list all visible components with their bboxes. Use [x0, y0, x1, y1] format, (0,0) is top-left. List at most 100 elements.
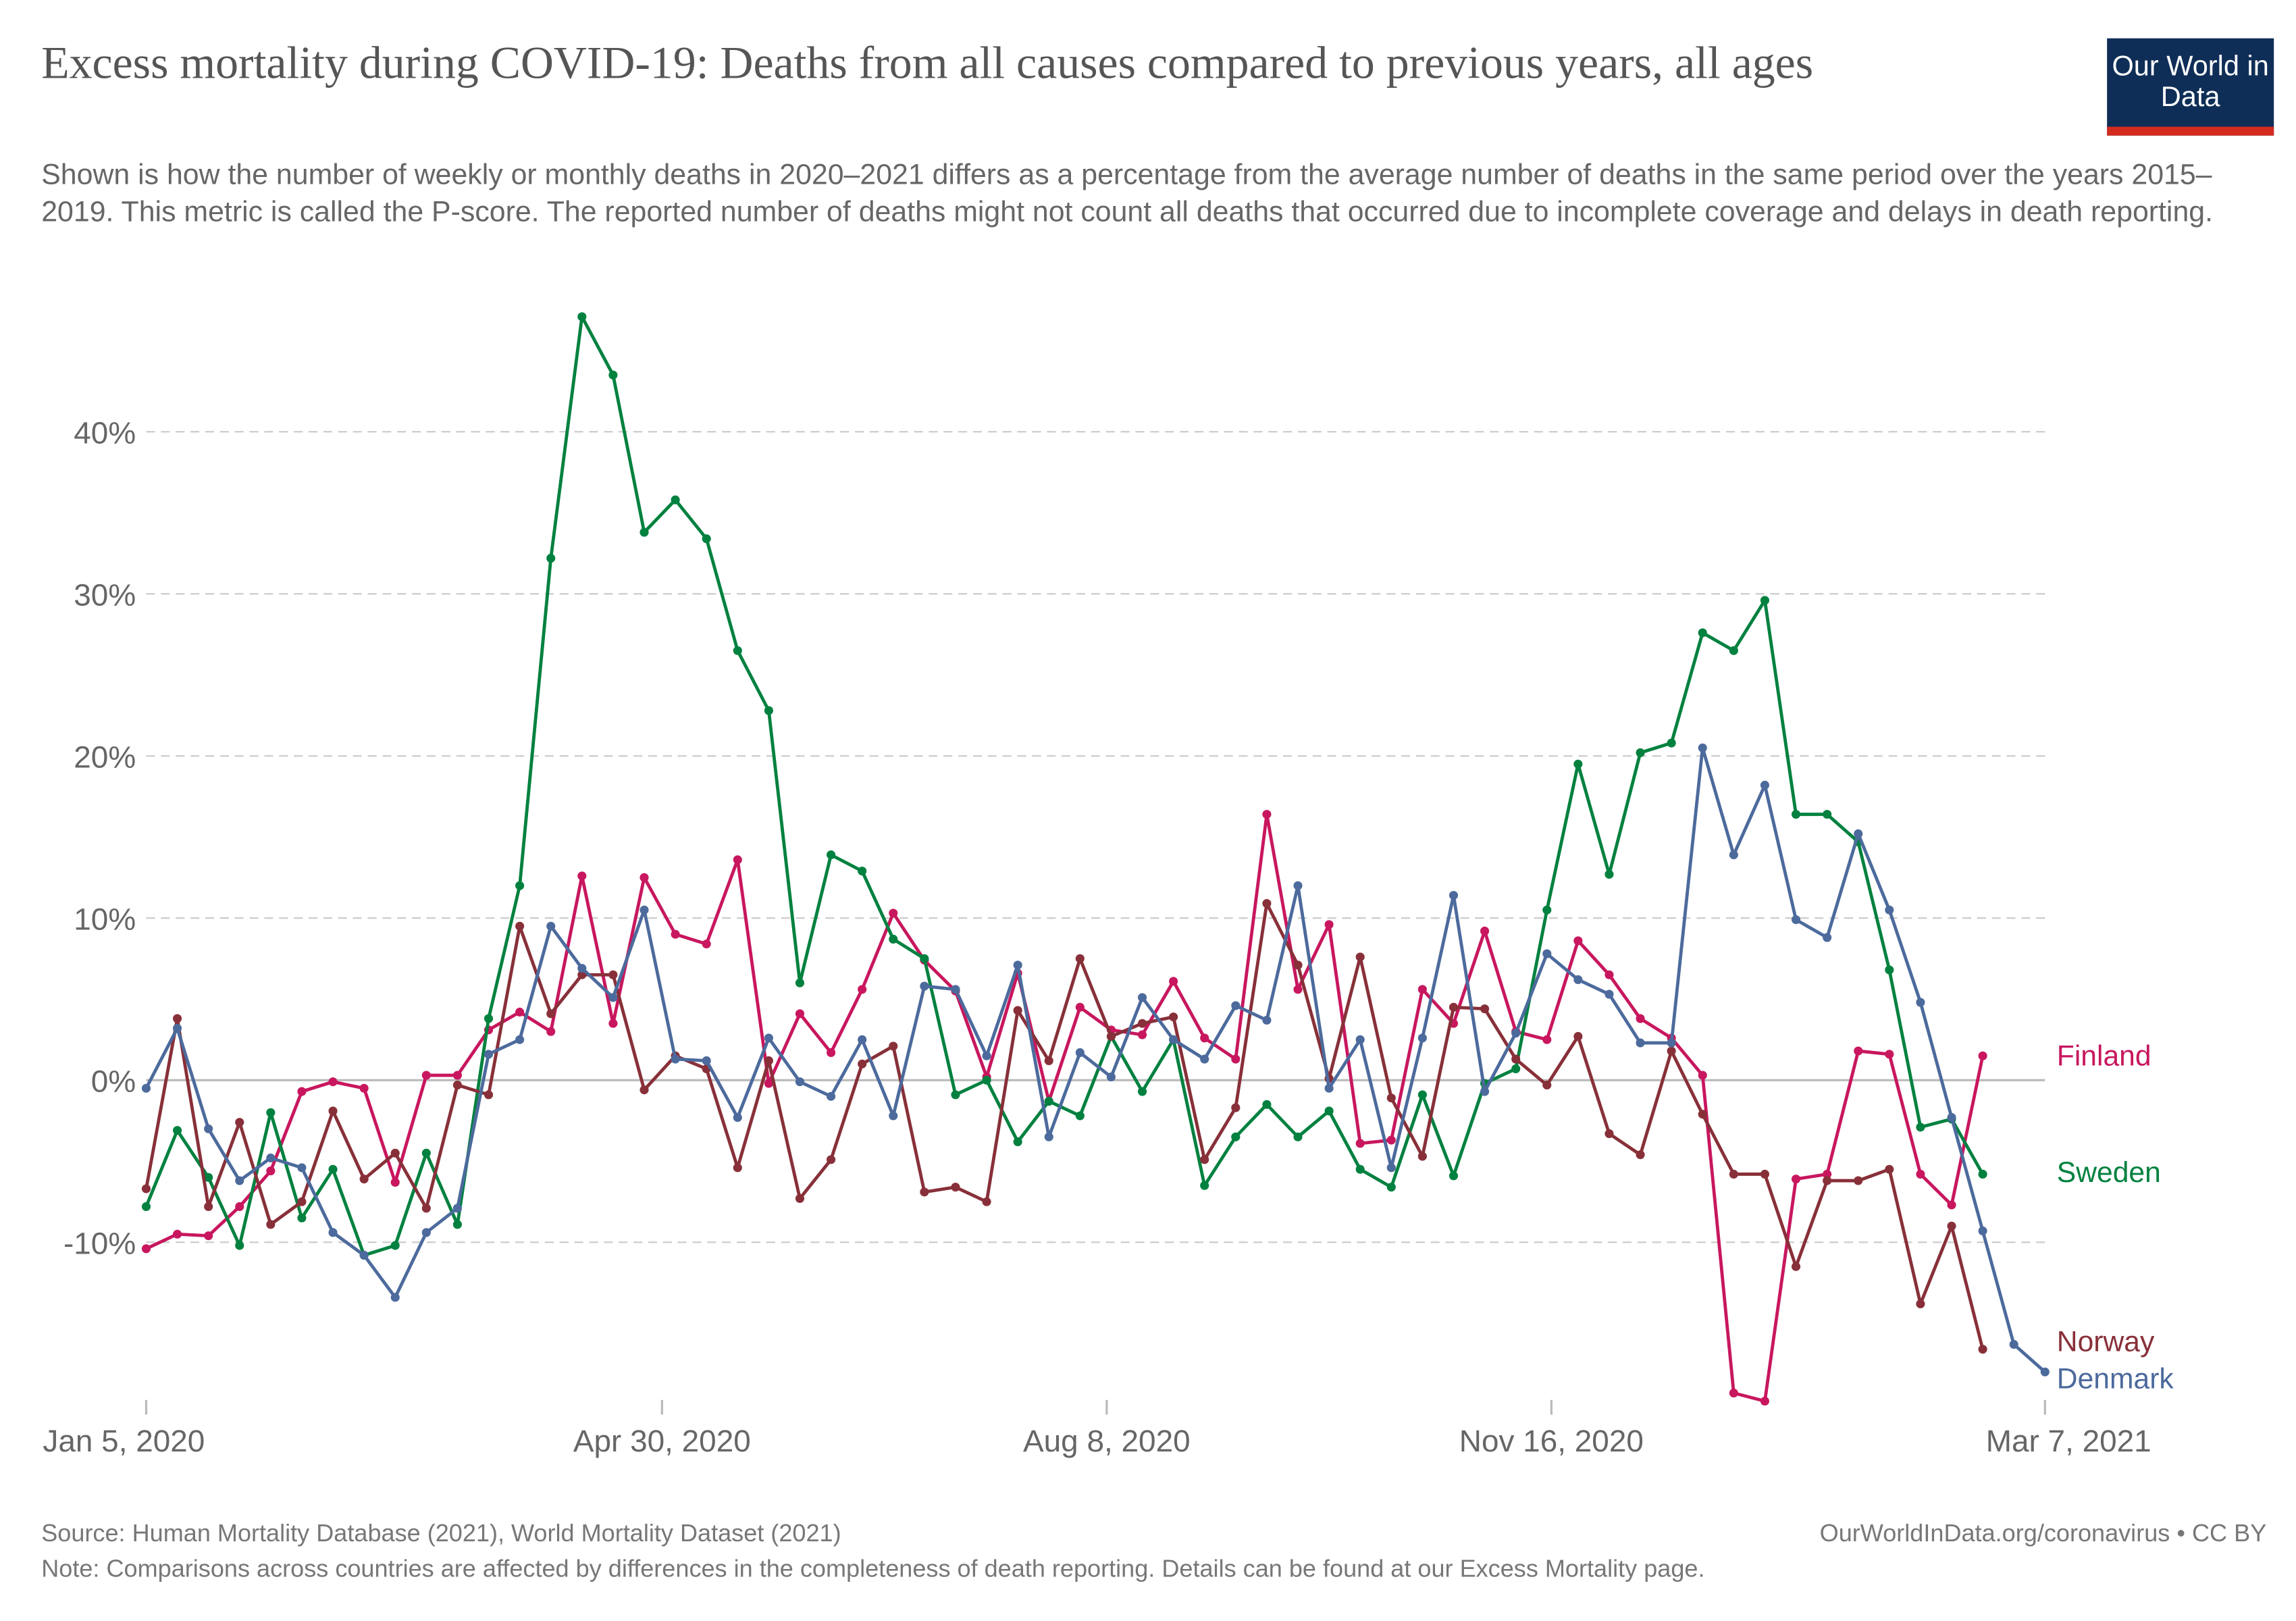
owid-logo[interactable]: Our World in Data — [2107, 38, 2274, 136]
data-point — [141, 1202, 151, 1212]
series-labels: Finland Sweden Norway Denmark — [2057, 1039, 2174, 1395]
data-point — [577, 871, 587, 881]
data-point — [1386, 1183, 1396, 1192]
data-point — [577, 964, 587, 973]
data-point — [1916, 1169, 1925, 1179]
series-denmark — [141, 743, 2050, 1376]
data-point — [1698, 1071, 1707, 1080]
x-axis-ticks: Jan 5, 2020 Apr 30, 2020 Aug 8, 2020 Nov 16… — [43, 1399, 2151, 1458]
data-point — [702, 534, 711, 544]
data-point — [452, 1071, 462, 1080]
data-point — [889, 934, 898, 944]
data-point — [858, 985, 867, 994]
data-point — [827, 1048, 836, 1058]
data-point — [577, 312, 587, 321]
data-point — [1355, 1164, 1365, 1174]
y-tick-label: 0% — [91, 1064, 136, 1099]
data-point — [1480, 1087, 1490, 1096]
series-label-norway: Norway — [2057, 1326, 2155, 1358]
series-label-finland: Finland — [2057, 1039, 2151, 1072]
data-point — [1075, 1002, 1085, 1012]
data-point — [858, 1035, 867, 1044]
data-point — [1791, 1175, 1801, 1184]
series-line — [145, 813, 1985, 1403]
data-point — [858, 1059, 867, 1069]
series-label-sweden: Sweden — [2057, 1156, 2161, 1189]
data-point — [1449, 891, 1459, 900]
data-point — [1885, 905, 1894, 915]
data-point — [1106, 1031, 1116, 1041]
data-point — [235, 1241, 244, 1250]
series-sweden — [141, 312, 1987, 1260]
data-point — [1791, 1262, 1801, 1271]
data-point — [827, 1091, 836, 1101]
data-point — [1417, 1152, 1427, 1161]
data-point — [1200, 1181, 1209, 1190]
data-point — [204, 1202, 213, 1212]
chart-title: Excess mortality during COVID-19: Deaths… — [41, 36, 1814, 88]
credit-link[interactable]: OurWorldInData.org/coronavirus • CC BY — [1819, 1520, 2267, 1547]
data-point — [1978, 1169, 1987, 1179]
data-point — [1698, 1110, 1707, 1119]
x-tick-label: Apr 30, 2020 — [573, 1423, 751, 1458]
data-point — [1013, 1006, 1022, 1015]
chart-subtitle: Shown is how the number of weekly or mon… — [41, 159, 2214, 229]
data-point — [1293, 960, 1303, 970]
data-point — [1636, 748, 1645, 758]
data-point — [1854, 1046, 1863, 1056]
data-point — [1480, 1004, 1490, 1014]
data-point — [1823, 810, 1832, 819]
data-point — [1417, 1090, 1427, 1100]
data-point — [795, 1193, 805, 1204]
data-point — [172, 1023, 182, 1033]
data-point — [172, 1126, 182, 1135]
data-point — [1604, 869, 1614, 879]
data-point — [1916, 1123, 1925, 1132]
series-label-denmark: Denmark — [2057, 1362, 2174, 1395]
data-point — [702, 1056, 711, 1066]
data-point — [1542, 1080, 1552, 1090]
data-point — [764, 706, 773, 715]
data-point — [1760, 1396, 1770, 1406]
data-point — [733, 1163, 742, 1173]
data-point — [1386, 1163, 1396, 1173]
data-point — [297, 1213, 307, 1223]
data-point — [702, 940, 711, 949]
data-point — [1324, 1083, 1334, 1093]
data-point — [1604, 989, 1614, 999]
data-point — [1885, 1050, 1894, 1059]
data-point — [982, 1075, 991, 1085]
data-point — [1231, 1054, 1241, 1064]
data-point — [1231, 1132, 1241, 1141]
data-point — [390, 1177, 400, 1187]
data-point — [1978, 1226, 1987, 1236]
data-point — [1449, 1002, 1459, 1012]
data-point — [1169, 977, 1178, 986]
data-point — [640, 873, 649, 882]
data-point — [484, 1050, 494, 1059]
data-point — [982, 1197, 991, 1206]
data-point — [1075, 954, 1085, 963]
y-axis-ticks: -10% 0% 10% 20% 30% 40% — [63, 415, 136, 1261]
data-point — [1698, 628, 1707, 638]
data-point — [546, 553, 556, 563]
data-point — [1791, 915, 1801, 925]
data-point — [1231, 1103, 1241, 1112]
data-point — [889, 908, 898, 918]
data-point — [266, 1153, 276, 1163]
y-tick-label: 40% — [74, 415, 136, 451]
data-point — [920, 1187, 929, 1197]
data-point — [1604, 970, 1614, 979]
data-point — [1698, 743, 1707, 752]
data-point — [1293, 1132, 1303, 1141]
data-point — [1823, 933, 1832, 942]
data-point — [920, 981, 929, 991]
data-point — [1947, 1200, 1956, 1210]
data-point — [982, 1051, 991, 1060]
data-point — [1636, 1150, 1645, 1160]
data-point — [1355, 1035, 1365, 1044]
data-point — [2009, 1339, 2018, 1349]
data-point — [172, 1014, 182, 1023]
data-point — [1355, 1139, 1365, 1148]
data-point — [421, 1071, 431, 1080]
